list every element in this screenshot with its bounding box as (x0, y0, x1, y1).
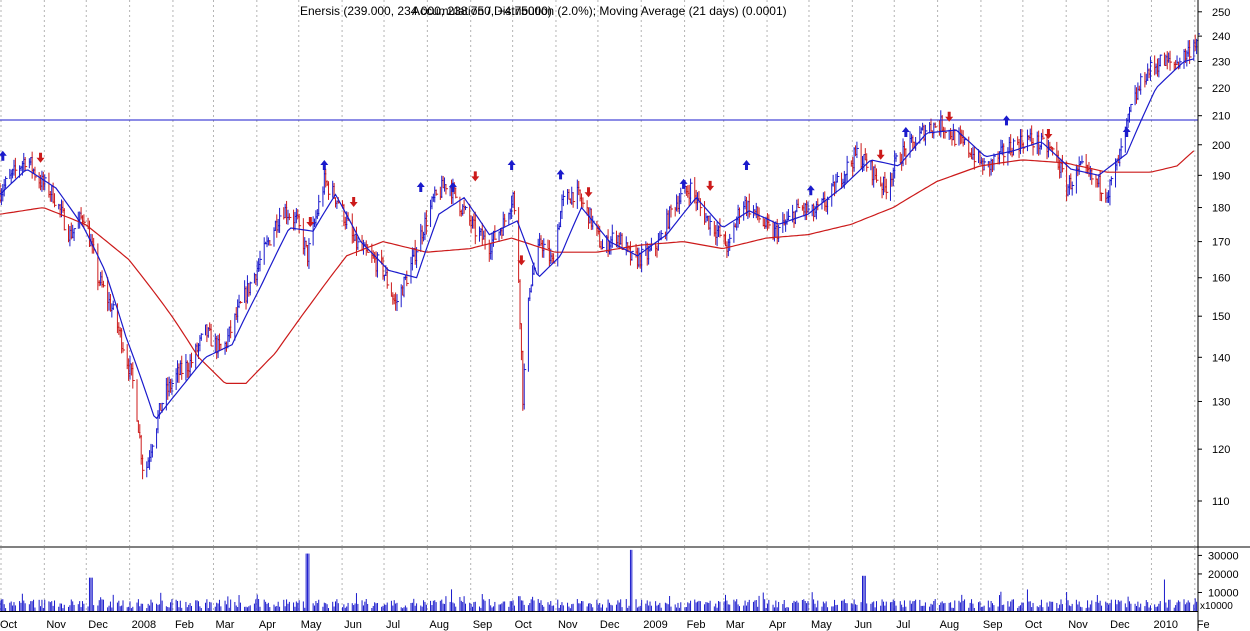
volume-tick-label: 10000 (1208, 587, 1239, 599)
sell-signal-arrow (876, 149, 885, 160)
date-tick-label: Dec (88, 619, 108, 631)
price-axis-labels: 110 120 130 140 150 160 170 180 190 200 210 220 230 2… (1198, 7, 1230, 508)
date-tick-label: Aug (940, 619, 960, 631)
date-tick-label: May (301, 619, 322, 631)
date-tick-label: Apr (259, 619, 276, 631)
date-tick-label: 2010 (1153, 619, 1177, 631)
sell-signal-arrow (706, 180, 715, 191)
price-tick-label: 150 (1212, 311, 1230, 323)
date-tick-label: Mar (726, 619, 745, 631)
buy-signal-arrow (806, 185, 815, 196)
grid-lines (0, 0, 1196, 611)
date-tick-label: Oct (515, 619, 532, 631)
sell-signal-arrow (945, 111, 954, 122)
price-tick-label: 130 (1212, 396, 1230, 408)
buy-signal-arrow (556, 169, 565, 180)
moving-average-lines (0, 58, 1195, 420)
date-tick-label: Jul (386, 619, 400, 631)
volume-bars (0, 549, 1199, 611)
date-tick-label: Mar (215, 619, 234, 631)
price-tick-label: 170 (1212, 237, 1230, 249)
volume-multiplier-label: x10000 (1200, 601, 1233, 612)
price-tick-label: 210 (1212, 111, 1230, 123)
sell-signal-arrow (36, 152, 45, 163)
date-tick-label: 2009 (643, 619, 667, 631)
buy-signal-arrow (0, 150, 7, 161)
sell-signal-arrow (584, 187, 593, 198)
price-tick-label: 240 (1212, 31, 1230, 43)
date-tick-label: Nov (1068, 619, 1088, 631)
price-tick-label: 180 (1212, 203, 1230, 215)
buy-signal-arrow (901, 126, 910, 137)
date-tick-label: May (811, 619, 832, 631)
price-tick-label: 140 (1212, 352, 1230, 364)
short-moving-average-line (0, 58, 1194, 420)
buy-signal-arrow (416, 182, 425, 193)
price-tick-label: 120 (1212, 444, 1230, 456)
price-tick-label: 230 (1212, 56, 1230, 68)
price-tick-label: 110 (1212, 496, 1230, 508)
sell-signal-arrow (306, 216, 315, 227)
date-tick-label: Nov (46, 619, 66, 631)
buy-signal-arrow (320, 159, 329, 170)
sell-signal-arrow (471, 171, 480, 182)
date-tick-label: Oct (1025, 619, 1042, 631)
sell-signal-arrow (349, 196, 358, 207)
date-tick-label: Nov (558, 619, 578, 631)
date-tick-label: Aug (429, 619, 449, 631)
chart-title: Enersis (239.000, 234.000, 238.750, +4.7… (300, 4, 552, 18)
buy-signal-arrow (448, 182, 457, 193)
date-axis-labels: Oct Nov Dec 2008 Feb Mar Apr May Jun Jul Aug Sep Oct… (0, 619, 1210, 631)
date-tick-label: Oct (0, 619, 17, 631)
date-tick-label: Sep (983, 619, 1003, 631)
buy-signal-arrow (507, 159, 516, 170)
date-tick-label: Apr (769, 619, 786, 631)
date-tick-label: 2008 (132, 619, 156, 631)
buy-signal-arrow (742, 159, 751, 170)
date-tick-label: Dec (1110, 619, 1130, 631)
price-tick-label: 200 (1212, 140, 1230, 152)
price-bars (0, 29, 1200, 480)
price-tick-label: 160 (1212, 273, 1230, 285)
signal-arrows (0, 111, 1131, 266)
volume-tick-label: 20000 (1208, 569, 1239, 581)
buy-signal-arrow (1002, 115, 1011, 126)
date-tick-label: Jun (344, 619, 362, 631)
date-tick-label: Jul (896, 619, 910, 631)
date-tick-label: Feb (687, 619, 706, 631)
sell-signal-arrow (1044, 128, 1053, 139)
overlay-indicator-text: Accumulation / Distribution (2.0%); Movi… (412, 4, 787, 18)
buy-signal-arrow (1122, 126, 1131, 137)
sell-signal-arrow (517, 255, 526, 266)
date-tick-label: Sep (473, 619, 493, 631)
price-tick-label: 190 (1212, 170, 1230, 182)
price-tick-label: 220 (1212, 83, 1230, 95)
volume-axis-labels: 10000 20000 30000 x10000 (1198, 550, 1239, 612)
long-moving-average-line (0, 150, 1195, 384)
date-tick-label: Jun (854, 619, 872, 631)
date-tick-label: Fe (1197, 619, 1210, 631)
date-tick-label: Dec (600, 619, 620, 631)
volume-tick-label: 30000 (1208, 550, 1239, 562)
date-tick-label: Feb (175, 619, 194, 631)
price-tick-label: 250 (1212, 7, 1230, 19)
buy-signal-arrow (679, 178, 688, 189)
